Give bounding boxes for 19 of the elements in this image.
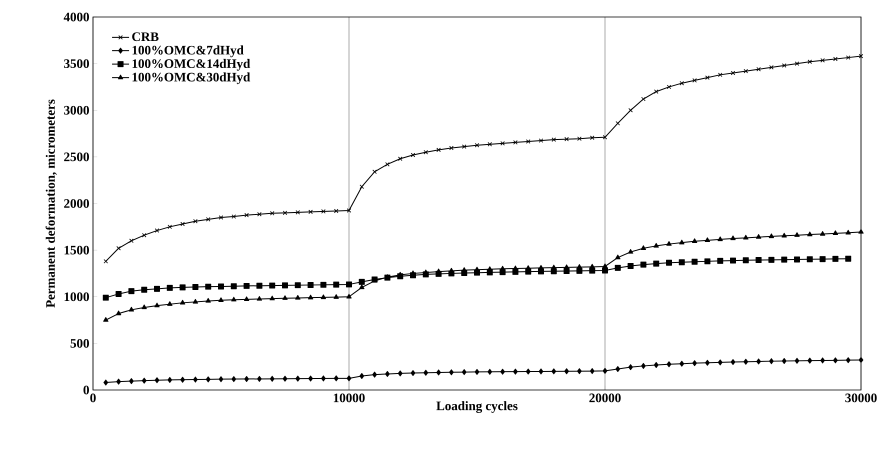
y-tick-label: 3000 xyxy=(64,106,89,115)
y-tick-label: 500 xyxy=(70,339,89,348)
y-tick-label: 1000 xyxy=(64,292,89,302)
y-axis-title: Permanent deformation, micrometers xyxy=(46,99,57,308)
legend-label: CRB xyxy=(132,32,159,42)
legend-label: 100%OMC&7dHyd xyxy=(132,45,244,58)
x-tick-label: 0 xyxy=(90,394,96,402)
legend-label: 100%OMC&30dHyd xyxy=(132,72,250,84)
y-tick-label: 2000 xyxy=(64,199,89,208)
y-tick-label: 4000 xyxy=(64,12,89,22)
y-tick-label: 2500 xyxy=(64,152,89,162)
legend-label: 100%OMC&14dHyd xyxy=(132,58,250,71)
y-tick-label: 1500 xyxy=(64,246,89,254)
y-tick-label: 0 xyxy=(84,386,89,394)
x-axis-title: Loading cycles xyxy=(436,401,518,413)
y-tick-label: 3500 xyxy=(64,59,89,68)
x-tick-label: 20000 xyxy=(589,394,621,402)
x-tick-label: 10000 xyxy=(334,394,365,402)
x-tick-label: 30000 xyxy=(845,394,877,402)
